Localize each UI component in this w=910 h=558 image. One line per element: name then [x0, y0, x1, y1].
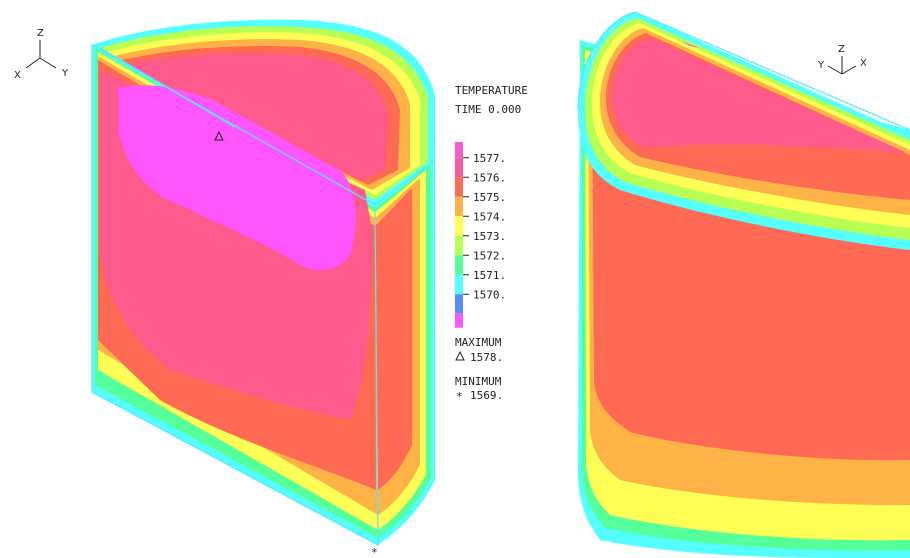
left-axis-triad: Z X Y	[14, 28, 69, 81]
legend-swatch	[455, 294, 463, 314]
right-model-view	[577, 11, 910, 558]
left-wall-band-red	[375, 188, 412, 490]
right-axis-z-label: Z	[838, 44, 845, 55]
right-top-magenta	[678, 40, 700, 48]
legend-level-label: 1577.	[473, 152, 506, 165]
minimum-marker: *	[371, 546, 378, 558]
legend-title: TEMPERATURE	[455, 84, 528, 97]
maximum-marker	[214, 130, 224, 141]
legend-level-label: 1572.	[473, 249, 506, 262]
left-top-cap-pink	[128, 53, 388, 180]
minimum-value: 1569.	[470, 389, 503, 402]
left-axis-y-label: Y	[61, 68, 69, 79]
minimum-asterisk-icon: *	[456, 390, 463, 403]
legend-time: TIME 0.000	[455, 103, 521, 116]
legend-swatch-bottom	[455, 313, 463, 328]
right-axis-x-label: X	[860, 58, 867, 69]
legend-level-label: 1573.	[473, 230, 506, 243]
left-axis-z-label: Z	[37, 28, 44, 39]
legend-level-label: 1571.	[473, 269, 506, 282]
left-cut-face-magenta	[118, 85, 356, 271]
left-model-edge	[91, 43, 436, 547]
legend-level-label: 1575.	[473, 191, 506, 204]
legend-swatch	[455, 196, 463, 217]
legend-swatch-top	[455, 142, 463, 158]
right-axis-y-label: Y	[817, 60, 825, 71]
legend-level-labels: 1577. 1576. 1575. 1574. 1573. 1572. 1571. 1570.	[463, 152, 506, 301]
legend-swatch	[455, 157, 463, 178]
legend-swatch	[455, 255, 463, 275]
right-top-pink	[612, 38, 905, 152]
maximum-label: MAXIMUM	[455, 336, 502, 349]
right-model-edge	[577, 11, 910, 131]
legend-color-bar	[455, 142, 463, 328]
legend-swatch	[455, 177, 463, 197]
legend-swatch	[455, 216, 463, 236]
legend-level-label: 1570.	[473, 288, 506, 301]
maximum-value: 1578.	[470, 351, 503, 364]
left-axis-x-label: X	[14, 70, 21, 81]
legend-level-label: 1574.	[473, 210, 506, 223]
legend-level-label: 1576.	[473, 171, 506, 184]
legend-swatch	[455, 235, 463, 256]
temperature-legend: TEMPERATURE TIME 0.000 1577.1576.1575.15…	[455, 84, 528, 403]
legend-swatch	[455, 274, 463, 295]
right-axis-triad: Z Y X	[817, 44, 867, 75]
left-model-view: *	[91, 19, 436, 558]
maximum-triangle-icon	[455, 350, 465, 361]
minimum-label: MINIMUM	[455, 375, 502, 388]
left-top-edge-line	[99, 47, 236, 128]
